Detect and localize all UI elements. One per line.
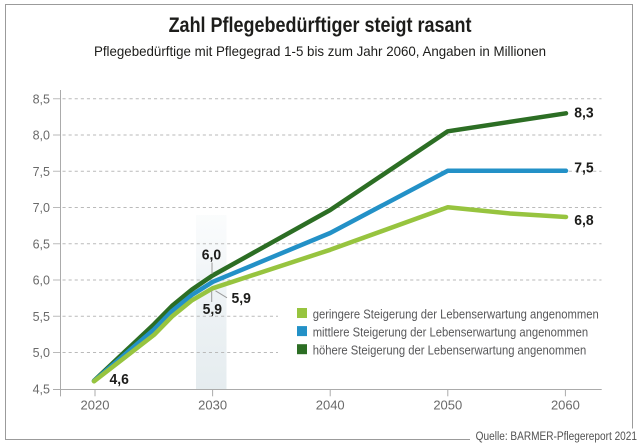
svg-text:2030: 2030	[198, 398, 227, 413]
svg-text:Pflegebedürftige mit Pflegegra: Pflegebedürftige mit Pflegegrad 1-5 bis …	[94, 44, 546, 59]
svg-text:6,0: 6,0	[202, 247, 221, 264]
svg-text:6,8: 6,8	[574, 212, 593, 229]
svg-text:8,0: 8,0	[33, 129, 50, 143]
svg-text:Quelle: BARMER-Pflegereport 20: Quelle: BARMER-Pflegereport 2021	[476, 430, 637, 443]
svg-text:8,3: 8,3	[574, 105, 593, 122]
svg-text:höhere Steigerung der Lebenser: höhere Steigerung der Lebenserwartung an…	[313, 343, 587, 358]
svg-text:mittlere Steigerung der Lebens: mittlere Steigerung der Lebenserwartung …	[313, 325, 588, 340]
svg-text:8,5: 8,5	[33, 92, 50, 106]
svg-text:6,5: 6,5	[33, 237, 50, 251]
svg-text:2060: 2060	[551, 398, 580, 413]
svg-text:2050: 2050	[433, 398, 462, 413]
svg-text:7,0: 7,0	[33, 201, 50, 215]
svg-text:4,6: 4,6	[110, 372, 129, 389]
svg-text:5,9: 5,9	[232, 291, 251, 308]
svg-text:2020: 2020	[81, 398, 110, 413]
svg-text:4,5: 4,5	[33, 382, 50, 396]
svg-text:7,5: 7,5	[574, 160, 593, 177]
svg-text:5,9: 5,9	[203, 302, 222, 319]
svg-text:geringere Steigerung der Leben: geringere Steigerung der Lebenserwartung…	[313, 307, 599, 322]
svg-text:Zahl Pflegebedürftiger steigt: Zahl Pflegebedürftiger steigt rasant	[169, 14, 472, 38]
svg-text:6,0: 6,0	[33, 274, 50, 288]
svg-text:7,5: 7,5	[33, 165, 50, 179]
svg-text:2040: 2040	[316, 398, 345, 413]
svg-text:5,5: 5,5	[33, 310, 50, 324]
svg-text:5,0: 5,0	[33, 346, 50, 360]
